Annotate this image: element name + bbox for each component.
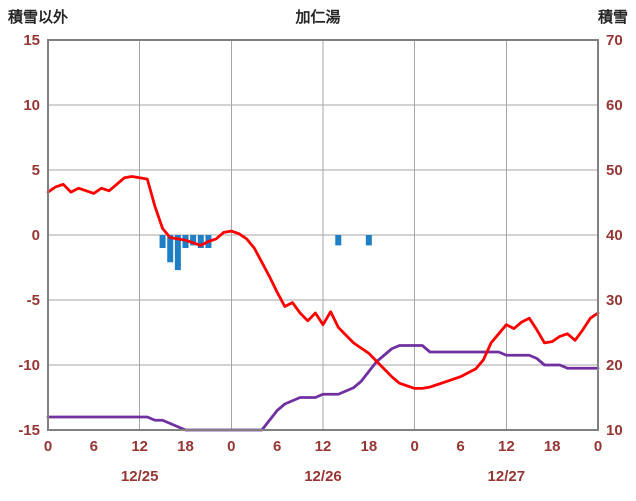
left-axis-tick-label: 0 <box>32 227 40 244</box>
x-axis-date-label: 12/25 <box>121 468 159 485</box>
right-axis-tick-label: 50 <box>606 162 623 179</box>
right-axis-tick-label: 20 <box>606 357 623 374</box>
plot-border <box>47 39 599 431</box>
right-axis-tick-label: 40 <box>606 227 623 244</box>
snow_depth-line <box>46 344 600 432</box>
temperature-line <box>46 175 600 390</box>
precipitation-bar <box>190 235 197 246</box>
x-axis-tick-label: 0 <box>410 438 418 455</box>
precipitation-bar <box>167 235 174 263</box>
precipitation-bars <box>159 235 372 271</box>
right-axis-tick-label: 30 <box>606 292 623 309</box>
precipitation-bar <box>174 235 181 271</box>
right-axis-tick-label: 10 <box>606 422 623 439</box>
x-axis-tick-label: 12 <box>315 438 332 455</box>
x-axis-tick-label: 0 <box>227 438 235 455</box>
x-axis-tick-label: 0 <box>594 438 602 455</box>
chart-title: 加仁湯 <box>295 9 341 26</box>
gridlines <box>48 40 598 430</box>
precipitation-bar <box>365 235 372 246</box>
left-axis-tick-label: 15 <box>23 32 40 49</box>
precipitation-bar <box>159 235 166 248</box>
x-axis-tick-label: 18 <box>177 438 194 455</box>
left-axis-tick-label: -15 <box>18 422 40 439</box>
left-axis-title: 積雪以外 <box>8 9 69 26</box>
x-axis-tick-label: 12 <box>498 438 515 455</box>
x-axis-date-label: 12/27 <box>488 468 526 485</box>
x-axis-tick-label: 6 <box>90 438 98 455</box>
precipitation-bar <box>197 235 204 248</box>
left-axis-tick-label: 5 <box>32 162 40 179</box>
left-axis-tick-label: 10 <box>23 97 40 114</box>
x-axis-tick-label: 18 <box>360 438 377 455</box>
left-axis-tick-label: -5 <box>27 292 40 309</box>
right-axis-title: 積雪 <box>597 9 628 26</box>
right-axis-tick-label: 70 <box>606 32 623 49</box>
x-axis-tick-label: 12 <box>131 438 148 455</box>
right-axis-tick-label: 60 <box>606 97 623 114</box>
precipitation-bar <box>335 235 342 246</box>
x-axis-tick-label: 6 <box>273 438 281 455</box>
x-axis-date-label: 12/26 <box>304 468 342 485</box>
x-axis-tick-label: 0 <box>44 438 52 455</box>
left-axis-tick-label: -10 <box>18 357 40 374</box>
x-axis-tick-label: 18 <box>544 438 561 455</box>
x-axis-tick-label: 6 <box>456 438 464 455</box>
